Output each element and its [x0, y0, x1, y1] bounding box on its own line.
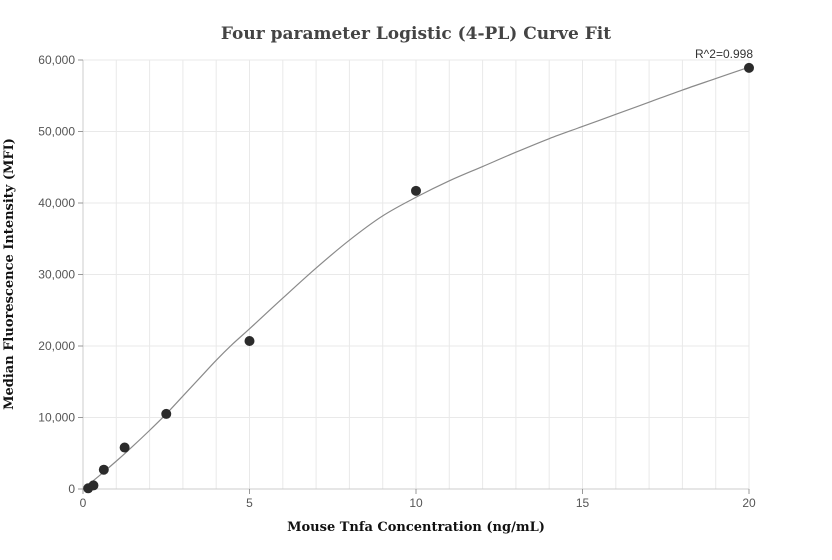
y-tick-label: 20,000: [38, 339, 75, 353]
data-points: [83, 62, 754, 494]
grid: [82, 59, 750, 490]
y-tick-label: 50,000: [38, 125, 75, 139]
data-point: [88, 480, 99, 491]
y-tick-label: 40,000: [38, 196, 75, 210]
axes: 0 10,000 20,000 30,000 40,000 50,000 60,000 0 5 1…: [38, 53, 756, 510]
fit-curve-group: [82, 66, 750, 490]
y-tick-label: 10,000: [38, 411, 75, 425]
x-tick-label: 20: [742, 496, 756, 510]
annotations: R^2=0.998: [695, 47, 753, 61]
y-tick-label: 0: [68, 482, 75, 496]
x-axis-label: Mouse Tnfa Concentration (ng/mL): [287, 520, 545, 535]
y-tick-label: 60,000: [38, 53, 75, 67]
y-axis-label: Median Fluorescence Intensity (MFI): [2, 138, 17, 410]
chart-title: Four parameter Logistic (4-PL) Curve Fit: [221, 24, 611, 44]
data-point: [411, 185, 421, 196]
data-point: [744, 62, 754, 73]
fit-curve-line: [82, 66, 750, 490]
x-tick-label: 10: [409, 496, 423, 510]
data-point: [244, 335, 255, 346]
y-tick-label: 30,000: [38, 268, 75, 282]
r-squared-annotation: R^2=0.998: [695, 47, 753, 61]
x-tick-label: 15: [576, 496, 590, 510]
data-point: [98, 464, 109, 475]
x-tick-label: 5: [246, 496, 253, 510]
x-tick-label: 0: [80, 496, 87, 510]
data-point: [161, 408, 172, 419]
data-point: [119, 442, 130, 453]
